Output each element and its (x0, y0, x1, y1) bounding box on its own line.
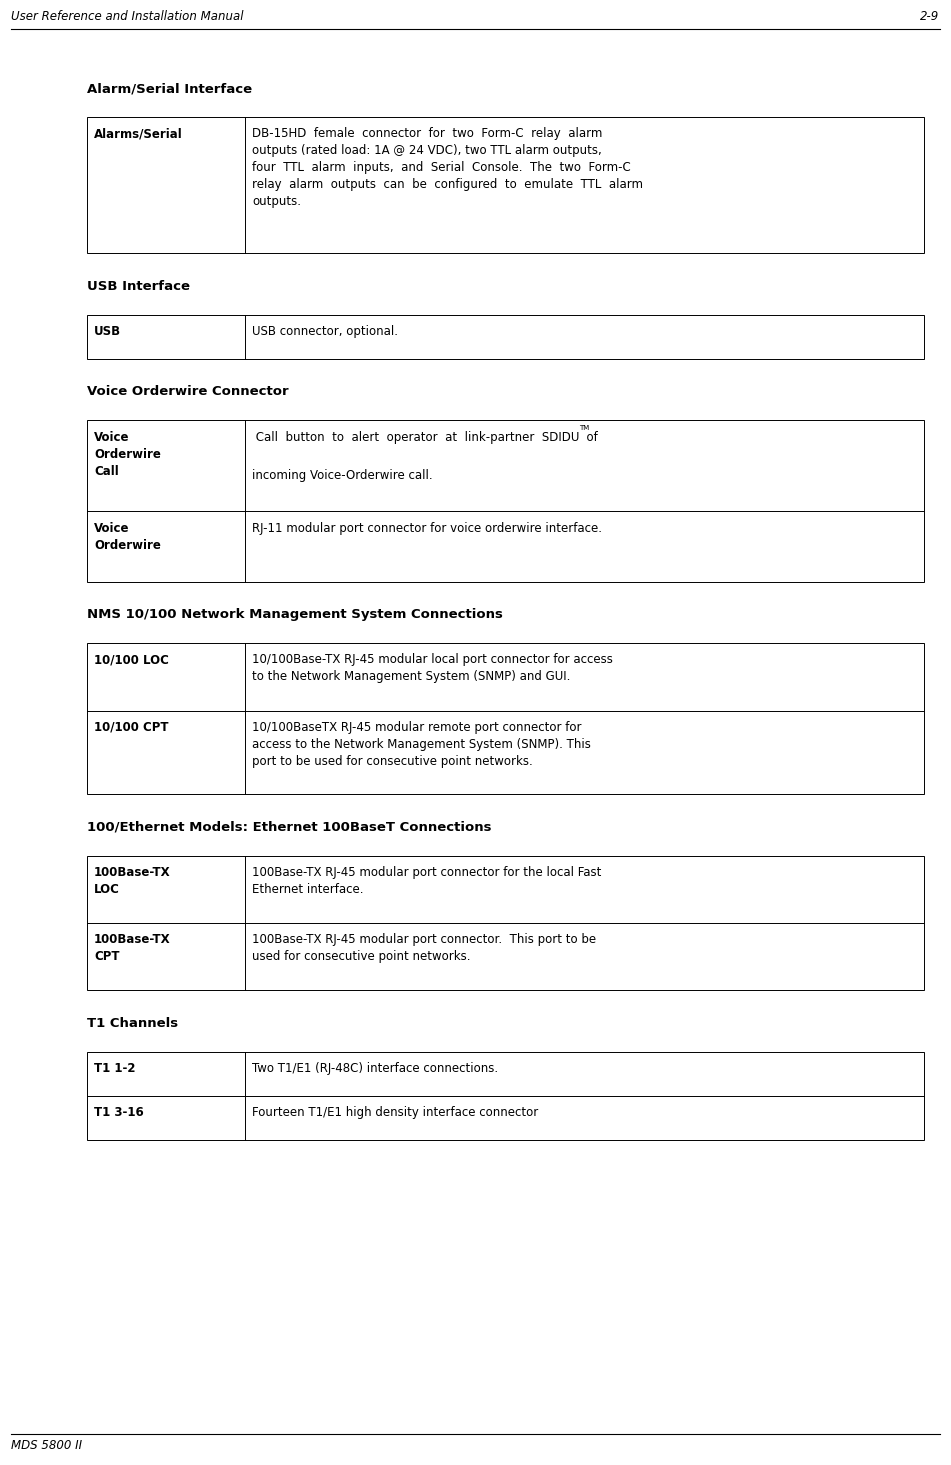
Text: 100Base-TX RJ-45 modular port connector for the local Fast
Ethernet interface.: 100Base-TX RJ-45 modular port connector … (252, 866, 601, 895)
Text: Call  button  to  alert  operator  at  link-partner  SDIDU: Call button to alert operator at link-pa… (252, 431, 579, 444)
Text: 100Base-TX RJ-45 modular port connector.  This port to be
used for consecutive p: 100Base-TX RJ-45 modular port connector.… (252, 933, 596, 963)
Text: MDS 5800 II: MDS 5800 II (11, 1439, 83, 1452)
Bar (87, 420, 924, 582)
Text: NMS 10/100 Network Management System Connections: NMS 10/100 Network Management System Con… (87, 608, 503, 621)
Text: of: of (579, 431, 598, 444)
Bar (87, 315, 924, 359)
Text: T1 3-16: T1 3-16 (94, 1106, 144, 1119)
Text: 10/100 LOC: 10/100 LOC (94, 653, 169, 667)
Text: incoming Voice-Orderwire call.: incoming Voice-Orderwire call. (252, 469, 433, 482)
Text: DB-15HD  female  connector  for  two  Form-C  relay  alarm
outputs (rated load: : DB-15HD female connector for two Form-C … (252, 127, 643, 208)
Text: RJ-11 modular port connector for voice orderwire interface.: RJ-11 modular port connector for voice o… (252, 522, 602, 535)
Text: Fourteen T1/E1 high density interface connector: Fourteen T1/E1 high density interface co… (252, 1106, 538, 1119)
Text: Alarm/Serial Interface: Alarm/Serial Interface (87, 82, 253, 95)
Text: Voice
Orderwire
Call: Voice Orderwire Call (94, 431, 161, 478)
Bar (87, 856, 924, 990)
Text: User Reference and Installation Manual: User Reference and Installation Manual (11, 10, 243, 23)
Text: 10/100Base-TX RJ-45 modular local port connector for access
to the Network Manag: 10/100Base-TX RJ-45 modular local port c… (252, 653, 612, 683)
Text: USB Interface: USB Interface (87, 280, 190, 293)
Text: 2-9: 2-9 (921, 10, 940, 23)
Text: 10/100 CPT: 10/100 CPT (94, 721, 168, 734)
Bar (87, 117, 924, 253)
Text: 100Base-TX
LOC: 100Base-TX LOC (94, 866, 171, 895)
Text: 100Base-TX
CPT: 100Base-TX CPT (94, 933, 171, 963)
Text: TM: TM (579, 425, 590, 431)
Text: T1 1-2: T1 1-2 (94, 1062, 136, 1075)
Text: Voice Orderwire Connector: Voice Orderwire Connector (87, 385, 289, 398)
Text: 10/100BaseTX RJ-45 modular remote port connector for
access to the Network Manag: 10/100BaseTX RJ-45 modular remote port c… (252, 721, 591, 768)
Text: Two T1/E1 (RJ-48C) interface connections.: Two T1/E1 (RJ-48C) interface connections… (252, 1062, 498, 1075)
Text: USB connector, optional.: USB connector, optional. (252, 325, 398, 338)
Text: Voice
Orderwire: Voice Orderwire (94, 522, 161, 551)
Text: 100/Ethernet Models: Ethernet 100BaseT Connections: 100/Ethernet Models: Ethernet 100BaseT C… (87, 820, 492, 834)
Bar (87, 643, 924, 794)
Text: T1 Channels: T1 Channels (87, 1017, 179, 1030)
Text: Alarms/Serial: Alarms/Serial (94, 127, 183, 141)
Bar (87, 1052, 924, 1140)
Text: USB: USB (94, 325, 122, 338)
